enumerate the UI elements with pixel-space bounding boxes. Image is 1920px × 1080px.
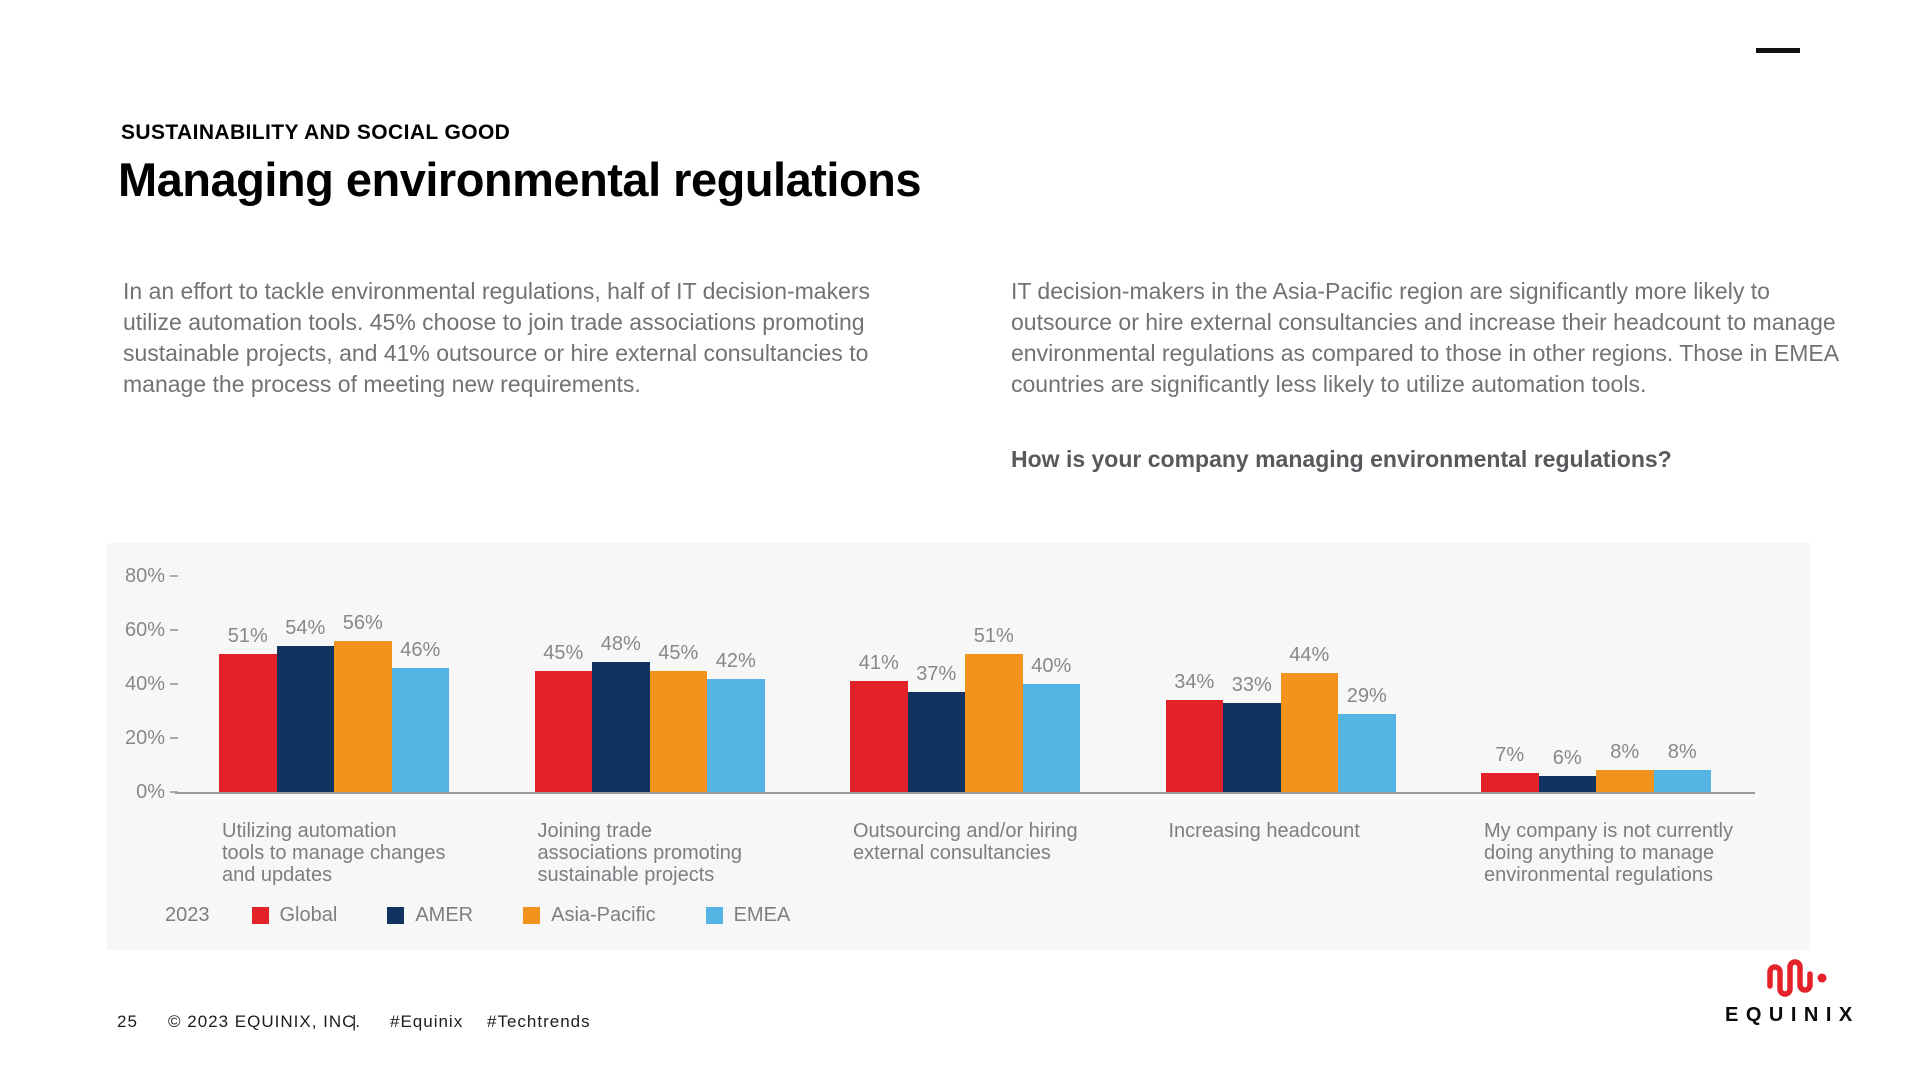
chart-question-title: How is your company managing environment… — [1011, 446, 1672, 472]
equinix-wordmark: EQUINIX — [1725, 1004, 1860, 1026]
bar-value-label: 34% — [1174, 671, 1215, 694]
category-label: Increasing headcount — [1168, 820, 1360, 842]
bar-emea-3 — [1338, 713, 1396, 792]
bar-global-0 — [219, 654, 277, 792]
bar-value-label: 46% — [400, 638, 441, 661]
hamburger-bar — [1756, 48, 1800, 53]
footer-separator: | — [352, 1012, 358, 1031]
legend-label: EMEA — [733, 903, 791, 926]
bar-value-label: 33% — [1231, 673, 1272, 696]
bar-value-label: 29% — [1346, 684, 1387, 707]
legend-year-label: 2023 — [165, 903, 210, 926]
y-axis-tick-mark — [170, 629, 178, 631]
section-eyebrow: SUSTAINABILITY AND SOCIAL GOOD — [121, 121, 511, 144]
copyright-text: © 2023 EQUINIX, INC. — [168, 1012, 362, 1031]
legend-item-global: Global — [251, 903, 338, 927]
legend-swatch — [523, 906, 541, 924]
legend-label: AMER — [415, 903, 474, 926]
y-axis-tick-mark — [170, 575, 178, 577]
bar-value-label: 40% — [1031, 655, 1072, 677]
chart-legend: 2023 Global AMER Asia-Pacific EMEA — [165, 903, 840, 927]
y-axis-tick-label: 60% — [124, 619, 165, 641]
bar-value-label: 51% — [973, 625, 1014, 648]
bar-amer-2 — [907, 692, 965, 792]
bar-global-1 — [534, 670, 592, 792]
bar-amer-3 — [1223, 702, 1281, 792]
bar-value-label: 8% — [1667, 741, 1697, 764]
legend-label: Global — [279, 903, 338, 926]
x-axis-line — [175, 792, 1755, 794]
bar-value-label: 37% — [916, 663, 957, 686]
bar-value-label: 51% — [227, 625, 268, 648]
bar-emea-0 — [391, 667, 449, 792]
bar-asia-pacific-1 — [649, 670, 707, 792]
bar-value-label: 41% — [858, 652, 899, 675]
bar-amer-0 — [276, 646, 334, 792]
y-axis-tick-mark — [170, 683, 178, 685]
bar-amer-4 — [1538, 775, 1596, 792]
equinix-logo-icon — [1767, 959, 1827, 997]
bar-value-label: 56% — [342, 611, 383, 634]
legend-swatch — [387, 906, 405, 924]
category-label: Outsourcing and/or hiring external consu… — [853, 820, 1078, 864]
y-axis-tick-mark — [170, 791, 178, 793]
bar-value-label: 8% — [1610, 741, 1640, 764]
page-number: 25 — [117, 1012, 138, 1031]
bar-value-label: 54% — [285, 617, 326, 640]
legend-swatch — [705, 906, 723, 924]
bar-asia-pacific-4 — [1596, 770, 1654, 792]
bar-asia-pacific-3 — [1280, 673, 1338, 792]
category-label: My company is not currently doing anythi… — [1484, 820, 1733, 886]
bar-global-4 — [1481, 773, 1539, 792]
bar-value-label: 44% — [1289, 644, 1330, 667]
legend-item-emea: EMEA — [705, 903, 791, 927]
bar-emea-2 — [1022, 684, 1080, 792]
intro-paragraph-left: In an effort to tackle environmental reg… — [123, 278, 871, 397]
bar-emea-1 — [707, 678, 765, 792]
bar-value-label: 45% — [658, 641, 699, 664]
y-axis-tick-label: 80% — [124, 565, 165, 587]
bar-chart: 80% 60% 40% 20% 0% 51% 54% 56% 46% Utilizing auto… — [107, 543, 1810, 950]
bar-asia-pacific-2 — [965, 654, 1023, 792]
hashtag-techtrends: #Techtrends — [487, 1012, 591, 1031]
hamburger-menu-icon[interactable] — [1756, 48, 1800, 72]
bar-value-label: 45% — [543, 641, 584, 664]
bar-amer-1 — [592, 662, 650, 792]
legend-item-amer: AMER — [387, 904, 473, 927]
category-label: Utilizing automation tools to manage cha… — [222, 820, 446, 886]
bar-asia-pacific-0 — [334, 640, 392, 792]
category-label: Joining trade associations promoting sus… — [537, 820, 743, 886]
intro-paragraph-right: IT decision-makers in the Asia-Pacific r… — [1011, 278, 1838, 397]
bar-emea-4 — [1653, 770, 1711, 792]
legend-label: Asia-Pacific — [551, 903, 656, 926]
bar-global-2 — [850, 681, 908, 792]
y-axis-tick-mark — [170, 737, 178, 739]
hashtag-equinix: #Equinix — [390, 1012, 464, 1031]
bar-value-label: 6% — [1552, 746, 1582, 769]
bar-value-label: 7% — [1495, 744, 1525, 767]
legend-item-asia-pacific: Asia-Pacific — [523, 903, 656, 927]
legend-swatch — [251, 906, 269, 924]
y-axis-tick-label: 40% — [124, 673, 165, 695]
y-axis-tick-label: 0% — [136, 781, 165, 803]
page-title: Managing environmental regulations — [118, 153, 922, 206]
bar-global-3 — [1165, 700, 1223, 792]
bar-value-label: 48% — [600, 633, 641, 656]
y-axis-tick-label: 20% — [124, 727, 165, 749]
bar-value-label: 42% — [715, 649, 756, 672]
